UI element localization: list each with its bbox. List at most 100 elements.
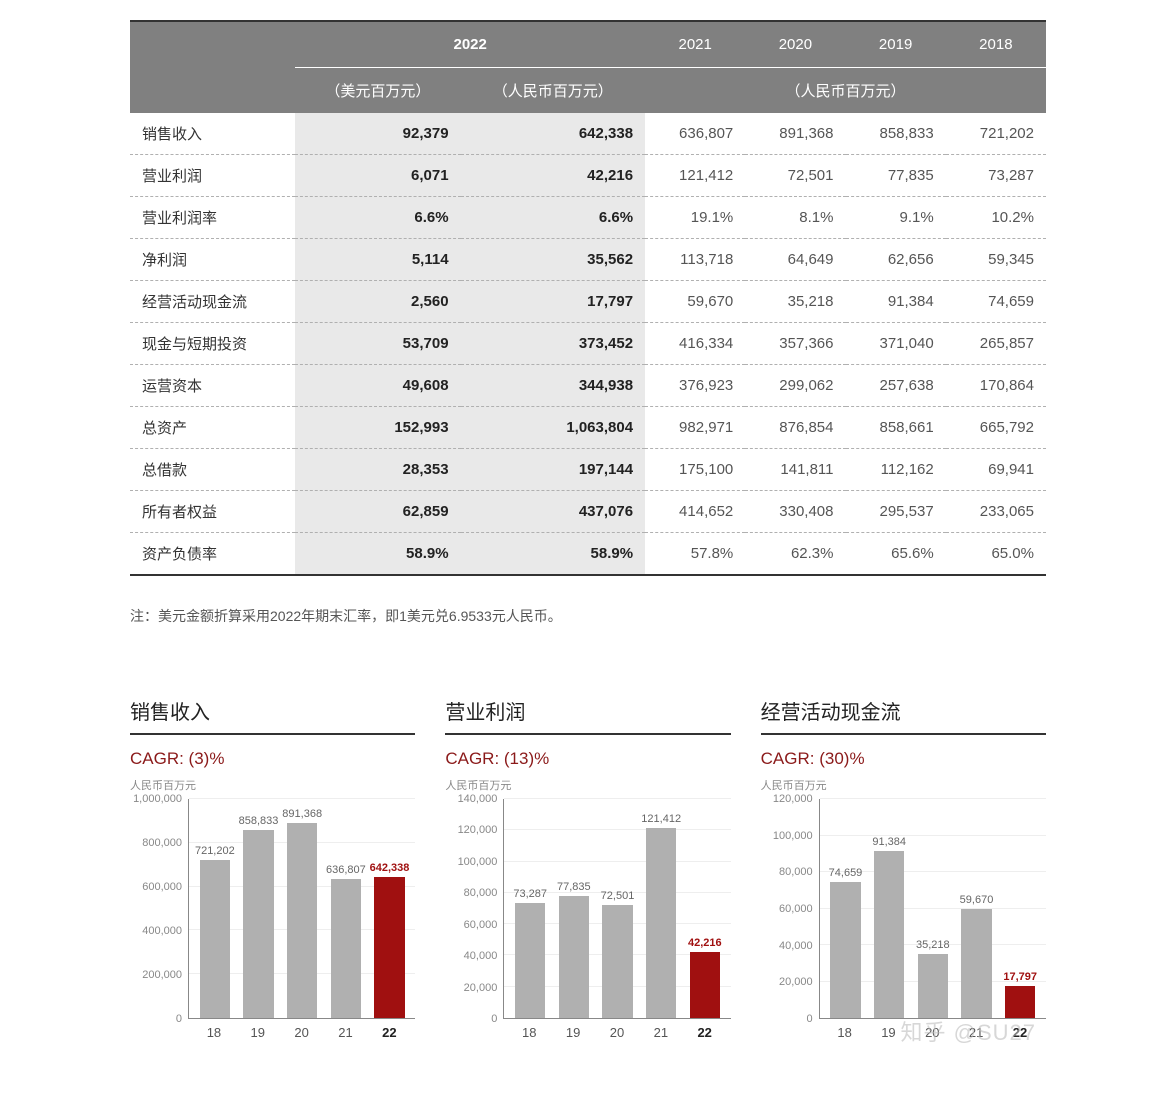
y-tick: 200,000 [142, 969, 182, 981]
bar-value-label: 636,807 [326, 864, 366, 876]
x-tick: 18 [192, 1025, 236, 1040]
header-unit-rmb-current: （人民币百万元） [461, 68, 646, 114]
charts-row: 销售收入CAGR: (3)%人民币百万元0200,000400,000600,0… [130, 696, 1046, 1040]
cell-2020: 72,501 [745, 155, 845, 197]
cell-2020: 357,366 [745, 323, 845, 365]
y-tick: 60,000 [464, 919, 498, 931]
bar [374, 877, 405, 1018]
bar-value-label: 77,835 [557, 881, 591, 893]
cell-usd: 92,379 [295, 113, 460, 155]
cell-2020: 64,649 [745, 239, 845, 281]
bar-wrap: 91,384 [867, 799, 911, 1018]
y-axis: 020,00040,00060,00080,000100,000120,000 [761, 799, 819, 1019]
cell-2021: 59,670 [645, 281, 745, 323]
cell-rmb: 344,938 [461, 365, 646, 407]
y-tick: 80,000 [779, 866, 813, 878]
x-tick: 18 [507, 1025, 551, 1040]
y-tick: 600,000 [142, 881, 182, 893]
x-axis: 1819202122 [503, 1019, 730, 1040]
x-tick: 18 [823, 1025, 867, 1040]
header-unit-usd: （美元百万元） [295, 68, 460, 114]
bar-value-label: 121,412 [641, 813, 681, 825]
y-tick: 100,000 [458, 856, 498, 868]
cell-usd: 6.6% [295, 197, 460, 239]
chart-cagr: CAGR: (30)% [761, 749, 1046, 769]
bar-value-label: 891,368 [282, 808, 322, 820]
bar [646, 828, 677, 1018]
y-tick: 40,000 [779, 940, 813, 952]
cell-2019: 62,656 [846, 239, 946, 281]
bar-value-label: 35,218 [916, 939, 950, 951]
x-tick: 19 [867, 1025, 911, 1040]
cell-2019: 77,835 [846, 155, 946, 197]
bar-wrap: 77,835 [552, 799, 596, 1018]
bar [243, 830, 274, 1018]
x-tick: 21 [324, 1025, 368, 1040]
x-tick: 20 [595, 1025, 639, 1040]
cell-2019: 371,040 [846, 323, 946, 365]
bar [830, 882, 861, 1018]
x-tick: 21 [954, 1025, 998, 1040]
y-tick: 20,000 [464, 982, 498, 994]
x-tick: 21 [639, 1025, 683, 1040]
bar-value-label: 858,833 [239, 815, 279, 827]
plot-area: 74,65991,38435,21859,67017,797 [819, 799, 1046, 1019]
cell-rmb: 58.9% [461, 533, 646, 576]
bar-wrap: 891,368 [280, 799, 324, 1018]
cell-2019: 9.1% [846, 197, 946, 239]
cell-rmb: 35,562 [461, 239, 646, 281]
bar [602, 905, 633, 1018]
table-row: 总借款28,353197,144175,100141,811112,16269,… [130, 449, 1046, 491]
plot-area: 73,28777,83572,501121,41242,216 [503, 799, 730, 1019]
y-tick: 60,000 [779, 903, 813, 915]
cell-2018: 170,864 [946, 365, 1046, 407]
bar-wrap: 74,659 [824, 799, 868, 1018]
row-label: 运营资本 [130, 365, 295, 407]
x-tick: 22 [367, 1025, 411, 1040]
bar-wrap: 858,833 [237, 799, 281, 1018]
table-body: 销售收入92,379642,338636,807891,368858,83372… [130, 113, 1046, 575]
bar [559, 896, 590, 1018]
bar-wrap: 59,670 [955, 799, 999, 1018]
table-header: 2022 2021 2020 2019 2018 （美元百万元） （人民币百万元… [130, 21, 1046, 113]
cell-rmb: 17,797 [461, 281, 646, 323]
table-row: 经营活动现金流2,56017,79759,67035,21891,38474,6… [130, 281, 1046, 323]
cell-2021: 982,971 [645, 407, 745, 449]
chart-unit: 人民币百万元 [130, 777, 415, 793]
table-row: 销售收入92,379642,338636,807891,368858,83372… [130, 113, 1046, 155]
cell-2019: 858,833 [846, 113, 946, 155]
footnote: 注：美元金额折算采用2022年期末汇率，即1美元兑6.9533元人民币。 [130, 606, 1046, 626]
cell-2019: 257,638 [846, 365, 946, 407]
table-row: 营业利润6,07142,216121,41272,50177,83573,287 [130, 155, 1046, 197]
cell-rmb: 642,338 [461, 113, 646, 155]
financial-table: 2022 2021 2020 2019 2018 （美元百万元） （人民币百万元… [130, 20, 1046, 576]
page: 2022 2021 2020 2019 2018 （美元百万元） （人民币百万元… [0, 20, 1176, 1080]
x-tick: 20 [280, 1025, 324, 1040]
cell-usd: 28,353 [295, 449, 460, 491]
cell-2020: 891,368 [745, 113, 845, 155]
chart-cagr: CAGR: (13)% [445, 749, 730, 769]
cell-usd: 49,608 [295, 365, 460, 407]
bar-wrap: 642,338 [368, 799, 412, 1018]
bars: 73,28777,83572,501121,41242,216 [504, 799, 730, 1018]
chart: 经营活动现金流CAGR: (30)%人民币百万元020,00040,00060,… [761, 696, 1046, 1040]
cell-usd: 2,560 [295, 281, 460, 323]
row-label: 销售收入 [130, 113, 295, 155]
chart-plot: 0200,000400,000600,000800,0001,000,00072… [130, 799, 415, 1019]
bar-wrap: 121,412 [639, 799, 683, 1018]
y-tick: 120,000 [773, 793, 813, 805]
cell-2018: 69,941 [946, 449, 1046, 491]
bar-value-label: 642,338 [370, 862, 410, 874]
cell-usd: 5,114 [295, 239, 460, 281]
cell-2019: 65.6% [846, 533, 946, 576]
cell-2021: 376,923 [645, 365, 745, 407]
bar [961, 909, 992, 1018]
row-label: 营业利润率 [130, 197, 295, 239]
cell-2018: 665,792 [946, 407, 1046, 449]
cell-2020: 876,854 [745, 407, 845, 449]
cell-usd: 58.9% [295, 533, 460, 576]
header-year-2018: 2018 [946, 21, 1046, 68]
chart-title: 经营活动现金流 [761, 696, 1046, 735]
bar-value-label: 73,287 [513, 888, 547, 900]
table-row: 资产负债率58.9%58.9%57.8%62.3%65.6%65.0% [130, 533, 1046, 576]
